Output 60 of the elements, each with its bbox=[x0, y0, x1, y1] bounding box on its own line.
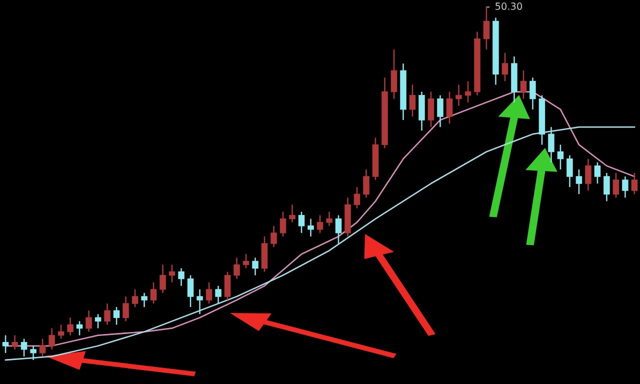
candlestick bbox=[48, 328, 55, 350]
candlestick bbox=[58, 324, 64, 340]
candlestick bbox=[215, 285, 222, 304]
candlestick bbox=[604, 172, 610, 202]
candlestick bbox=[67, 317, 74, 336]
candlestick bbox=[30, 345, 36, 361]
candlestick bbox=[104, 302, 110, 326]
candlestick bbox=[187, 274, 194, 308]
candlestick bbox=[252, 257, 258, 276]
candlestick bbox=[594, 162, 601, 184]
candlestick bbox=[585, 158, 592, 192]
candlestick bbox=[520, 70, 527, 100]
candlestick bbox=[160, 264, 166, 294]
candlestick bbox=[557, 144, 564, 170]
candlestick bbox=[234, 257, 240, 280]
candlestick bbox=[530, 77, 536, 110]
candlestick bbox=[483, 6, 490, 50]
candlestick bbox=[502, 52, 508, 82]
candlestick bbox=[390, 48, 398, 100]
candlestick bbox=[456, 84, 462, 107]
candlestick bbox=[308, 218, 314, 238]
candlestick bbox=[326, 211, 332, 227]
candlestick bbox=[206, 282, 212, 304]
candlestick bbox=[224, 271, 231, 301]
candlestick bbox=[566, 154, 573, 188]
candlestick bbox=[113, 306, 120, 326]
candlestick bbox=[122, 296, 129, 322]
candlestick bbox=[289, 204, 296, 223]
candlestick bbox=[409, 84, 416, 118]
candlestick bbox=[464, 80, 472, 103]
candlestick bbox=[150, 282, 157, 304]
candlestick bbox=[178, 268, 184, 287]
candlestick bbox=[631, 172, 638, 195]
candlestick bbox=[242, 253, 250, 269]
candlestick bbox=[298, 211, 305, 234]
candlestick bbox=[446, 91, 453, 124]
candlestick bbox=[2, 334, 9, 354]
candlestick bbox=[316, 214, 324, 234]
candlestick bbox=[86, 310, 92, 332]
candlestick bbox=[39, 338, 46, 358]
candlestick bbox=[20, 338, 28, 358]
candlestick bbox=[132, 288, 138, 308]
candlestick bbox=[428, 91, 434, 128]
candlestick bbox=[280, 211, 286, 238]
candlestick bbox=[196, 288, 203, 315]
candlestick bbox=[548, 126, 554, 163]
candlestick bbox=[141, 292, 148, 308]
candlestick bbox=[612, 172, 620, 198]
candlestick bbox=[576, 168, 582, 195]
candlestick bbox=[168, 264, 176, 283]
candlestick bbox=[12, 334, 18, 350]
candlestick bbox=[76, 320, 83, 336]
candlestick bbox=[335, 214, 342, 244]
candlestick bbox=[270, 225, 277, 248]
candlestick bbox=[354, 186, 360, 209]
candlestick bbox=[622, 176, 628, 198]
candlestick bbox=[94, 313, 102, 329]
candlestick bbox=[363, 168, 370, 198]
candlestick bbox=[437, 94, 444, 128]
annotation: 50.30 bbox=[496, 2, 522, 10]
